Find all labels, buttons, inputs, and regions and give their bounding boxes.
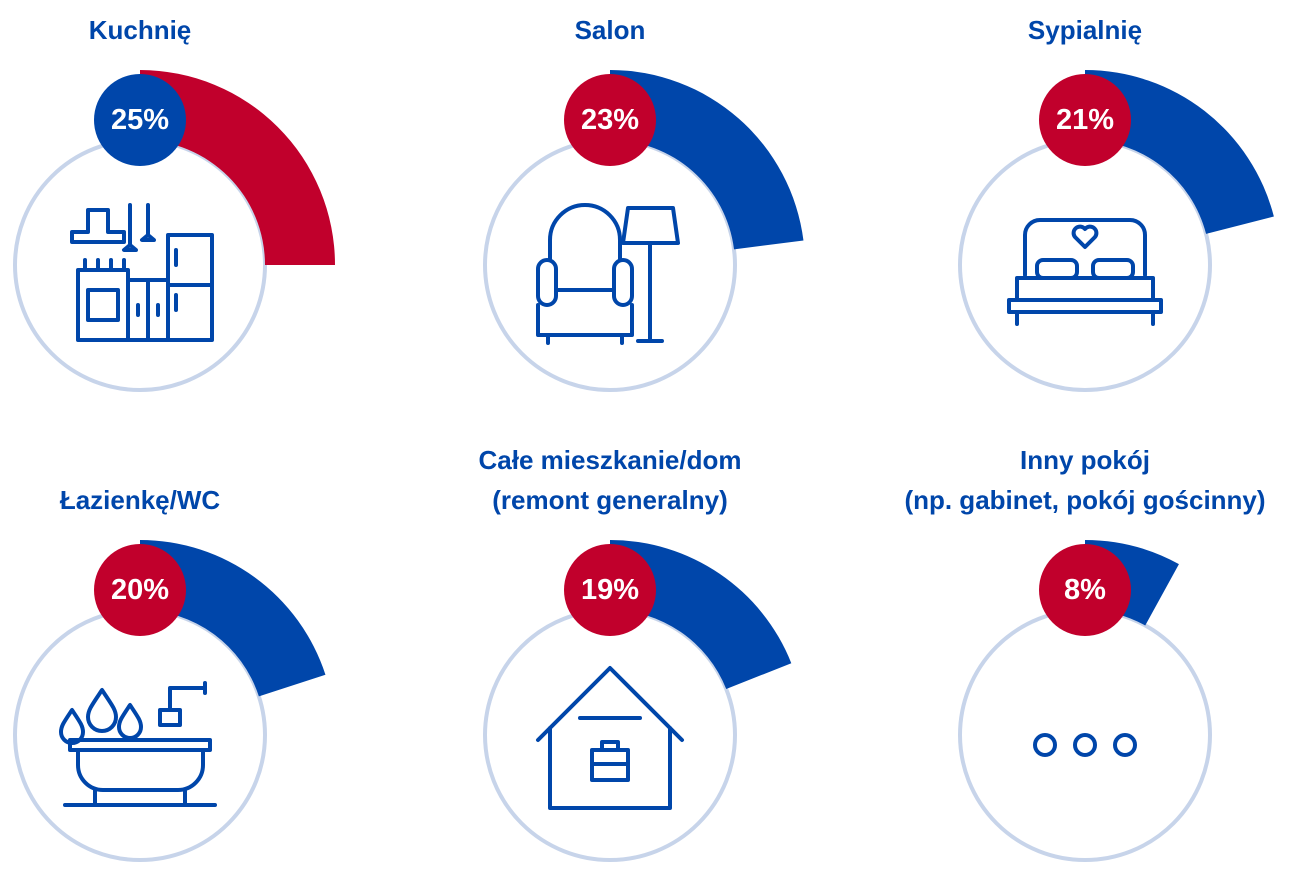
gauge-arc [610,70,804,250]
gauge-arc [610,540,792,689]
gauge-circle [13,138,267,392]
house-icon [536,666,684,810]
value-label: 19% [581,574,639,606]
badge [564,544,656,636]
badge [1039,544,1131,636]
badge [564,74,656,166]
value-label: 8% [1064,574,1106,606]
bath-icon [59,681,217,807]
badge [1039,74,1131,166]
gauge-arc [140,70,335,265]
category-title: Sypialnię [1027,15,1143,45]
gauge-circle [483,138,737,392]
dots-icon [1033,733,1137,757]
value-label: 25% [111,104,169,136]
category-title: Całe mieszkanie/dom (remont generalny) [478,445,742,515]
kitchen-icon [70,203,214,342]
gauge-circle [483,608,737,862]
badge [94,544,186,636]
category-title: Kuchnię [88,15,192,45]
gauge-circle [958,138,1212,392]
category-title: Inny pokój (np. gabinet, pokój gościnny) [904,445,1266,515]
gauge-arc [1085,70,1274,234]
value-label: 23% [581,104,639,136]
value-label: 21% [1056,104,1114,136]
category-title: Łazienkę/WC [59,485,221,515]
value-label: 20% [111,574,169,606]
gauge-arc [140,540,326,697]
bed-icon [1007,218,1163,326]
armchair-icon [536,203,680,345]
category-title: Salon [574,15,646,45]
badge [94,74,186,166]
